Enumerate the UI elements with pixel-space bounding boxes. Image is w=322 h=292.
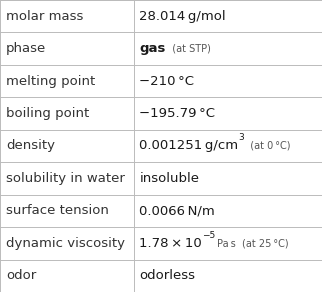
Text: insoluble: insoluble	[139, 172, 199, 185]
Text: (at STP): (at STP)	[166, 44, 211, 54]
Text: 28.014 g/mol: 28.014 g/mol	[139, 10, 226, 23]
Text: −5: −5	[202, 231, 215, 240]
Text: −195.79 °C: −195.79 °C	[139, 107, 215, 120]
Text: −210 °C: −210 °C	[139, 75, 194, 88]
Text: molar mass: molar mass	[6, 10, 83, 23]
Text: boiling point: boiling point	[6, 107, 89, 120]
Text: odorless: odorless	[139, 269, 195, 282]
Text: dynamic viscosity: dynamic viscosity	[6, 237, 125, 250]
Text: 0.001251 g/cm: 0.001251 g/cm	[139, 140, 239, 152]
Text: Pa s  (at 25 °C): Pa s (at 25 °C)	[215, 238, 289, 248]
Text: 3: 3	[239, 133, 244, 142]
Text: (at 0 °C): (at 0 °C)	[244, 141, 291, 151]
Text: phase: phase	[6, 42, 46, 55]
Text: melting point: melting point	[6, 75, 95, 88]
Text: surface tension: surface tension	[6, 204, 109, 217]
Text: odor: odor	[6, 269, 36, 282]
Text: density: density	[6, 140, 55, 152]
Text: 0.0066 N/m: 0.0066 N/m	[139, 204, 215, 217]
Text: solubility in water: solubility in water	[6, 172, 125, 185]
Text: gas: gas	[139, 42, 166, 55]
Text: 1.78 × 10: 1.78 × 10	[139, 237, 202, 250]
